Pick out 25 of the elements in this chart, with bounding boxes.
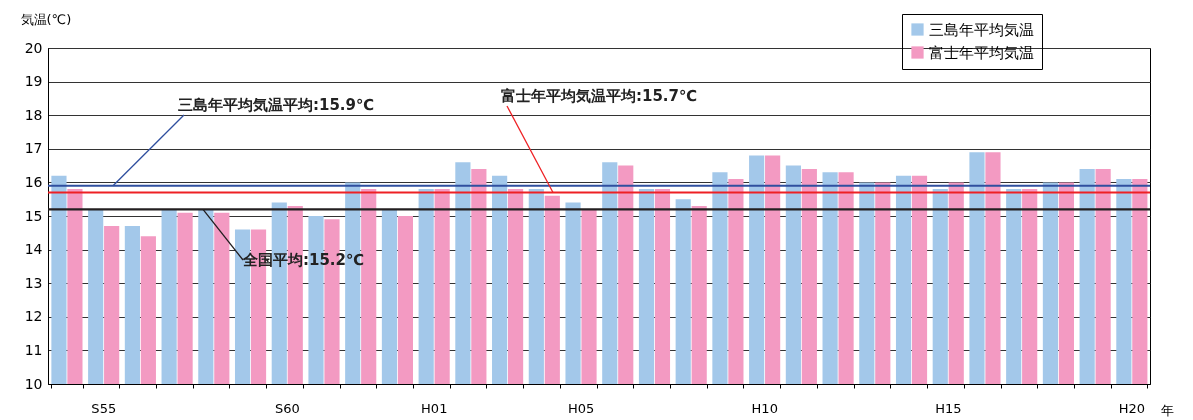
y-tick-label: 17 (24, 140, 43, 157)
y-tick-label: 15 (24, 207, 43, 224)
ref-line-label: 全国平均:15.2℃ (242, 251, 365, 269)
y-tick-label: 14 (24, 241, 43, 258)
x-tick-label: H01 (421, 400, 448, 416)
x-tick-label: H10 (751, 400, 778, 416)
y-tick-label: 10 (24, 375, 43, 392)
x-tick-label: H05 (567, 400, 595, 416)
x-axis-title: 年 (1160, 402, 1174, 418)
y-tick-label: 20 (24, 39, 43, 56)
y-tick-label: 19 (24, 73, 43, 90)
ref-line-label: 三島年平均気温平均:15.9℃ (178, 96, 375, 114)
legend-label: 三島年平均気温 (929, 20, 1034, 39)
y-axis-title: 気温(℃) (20, 11, 72, 27)
y-tick-label: 11 (24, 341, 43, 358)
x-tick-label: S55 (91, 400, 117, 416)
y-tick-label: 12 (24, 308, 43, 325)
x-tick-label: H15 (935, 400, 962, 416)
y-tick-label: 16 (24, 173, 43, 190)
y-tick-label: 13 (24, 274, 43, 291)
y-tick-label: 18 (24, 106, 43, 123)
x-tick-label: H20 (1118, 400, 1146, 416)
x-tick-label: S60 (274, 400, 300, 416)
ref-line-label: 富士年平均気温平均:15.7℃ (501, 87, 698, 105)
legend-label: 富士年平均気温 (929, 43, 1034, 62)
